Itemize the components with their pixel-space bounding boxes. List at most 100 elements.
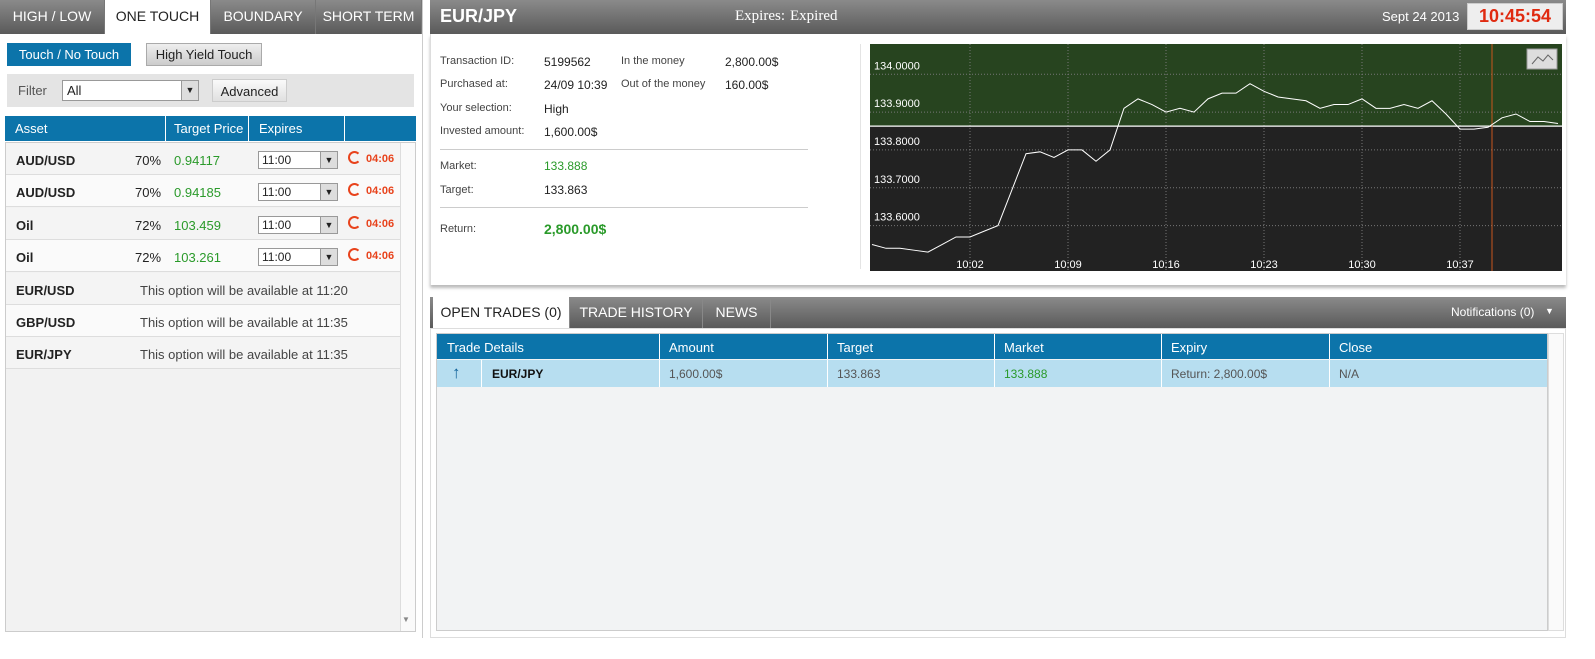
target-price: 103.459 xyxy=(174,217,221,233)
detail-label: Purchased at: xyxy=(440,78,508,90)
asset-header-cell: Asset xyxy=(15,121,48,136)
trades-header-cell: Amount xyxy=(669,340,714,355)
trade-row xyxy=(437,360,1547,387)
x-tick-label: 10:37 xyxy=(1446,259,1474,271)
select-arrow: ▼ xyxy=(320,152,337,168)
x-tick-label: 10:16 xyxy=(1152,259,1180,271)
dropdown-arrow: ▼ xyxy=(1545,306,1554,316)
filter-label: Filter xyxy=(18,83,47,98)
asset-name: EUR/USD xyxy=(16,282,75,298)
product-tab[interactable]: ONE TOUCH xyxy=(105,0,211,34)
header-divider xyxy=(248,116,249,141)
x-tick-label: 10:09 xyxy=(1054,259,1082,271)
trade-cell: Return: 2,800.00$ xyxy=(1171,367,1268,381)
payout: 70% xyxy=(135,185,162,201)
scrollbar xyxy=(1548,333,1564,631)
expiry-select[interactable]: 11:00 xyxy=(258,248,338,267)
trade-cell: EUR/JPY xyxy=(492,367,544,381)
chart-icon xyxy=(1531,54,1554,65)
availability-note: This option will be available at 11:35 xyxy=(140,315,348,330)
x-tick-label: 10:23 xyxy=(1250,259,1278,271)
select-arrow: ▼ xyxy=(320,249,337,266)
clock: 10:45:54 xyxy=(1467,3,1563,30)
trades-header-cell: Trade Details xyxy=(447,340,524,355)
header-divider xyxy=(827,334,828,359)
vertical-divider xyxy=(860,44,861,269)
left-panel xyxy=(0,0,423,638)
return-value: 2,800.00$ xyxy=(544,221,607,237)
target-price: 103.261 xyxy=(174,250,221,266)
bottom-tab[interactable]: NEWS xyxy=(703,297,771,328)
trades-header-cell: Expiry xyxy=(1171,340,1208,355)
direction-arrow: ↑ xyxy=(452,363,461,382)
trades-header xyxy=(437,334,1547,359)
scrollbar xyxy=(400,143,415,631)
select-arrow: ▼ xyxy=(181,81,198,100)
x-tick-label: 10:02 xyxy=(956,259,984,271)
header-divider xyxy=(994,334,995,359)
notifications[interactable]: Notifications (0) xyxy=(1451,305,1535,319)
expiry-select[interactable]: 11:00 xyxy=(258,215,338,234)
cell-divider xyxy=(1329,360,1330,387)
detail-value: 1,600.00$ xyxy=(544,125,598,139)
asset-row xyxy=(6,337,400,370)
detail-label: Transaction ID: xyxy=(440,55,515,67)
bottom-tab[interactable]: TRADE HISTORY xyxy=(570,297,703,328)
trade-cell: 133.888 xyxy=(1004,367,1048,381)
countdown: 04:06 xyxy=(366,250,395,263)
option-tab[interactable]: High Yield Touch xyxy=(146,43,262,66)
price-line xyxy=(871,83,1559,253)
asset-header xyxy=(5,116,416,141)
payout: 70% xyxy=(135,153,162,168)
trade-cell: 1,600.00$ xyxy=(669,367,723,381)
trade-date: Sept 24 2013 xyxy=(1382,9,1460,24)
header-divider xyxy=(1329,334,1330,359)
product-tab[interactable]: HIGH / LOW xyxy=(0,0,105,34)
detail-label: Return: xyxy=(440,223,477,235)
asset-name: Oil xyxy=(16,217,34,233)
expiry-select[interactable]: 11:00 xyxy=(258,183,338,202)
trade-asset: EUR/JPY xyxy=(440,6,518,26)
trades-header-cell: Market xyxy=(1004,340,1044,355)
detail-value: 2,800.00$ xyxy=(725,55,779,69)
y-tick-label: 133.8000 xyxy=(874,136,920,148)
y-tick-label: 133.7000 xyxy=(874,174,920,186)
option-tab[interactable]: Touch / No Touch xyxy=(7,43,131,66)
target-price: 0.94185 xyxy=(174,185,221,201)
header-divider xyxy=(659,334,660,359)
filter-select[interactable]: All xyxy=(62,80,199,101)
bottom-tab-bar xyxy=(430,297,1566,328)
trade-cell: 133.863 xyxy=(837,367,881,381)
countdown: 04:06 xyxy=(366,217,395,230)
expires-label: Expires: xyxy=(735,8,785,24)
detail-value: 24/09 10:39 xyxy=(544,78,608,92)
detail-label: In the money xyxy=(621,55,685,67)
trades-header-cell: Target xyxy=(837,340,874,355)
scroll-arrow: ▼ xyxy=(402,615,410,624)
product-tab[interactable]: SHORT TERM xyxy=(316,0,422,34)
expiry-select[interactable]: 11:00 xyxy=(258,151,338,169)
trades-header-cell: Close xyxy=(1339,340,1373,355)
detail-label: Your selection: xyxy=(440,102,512,114)
clock-icon xyxy=(348,215,361,229)
cell-divider xyxy=(659,360,660,387)
availability-note: This option will be available at 11:20 xyxy=(140,282,348,298)
clock-icon xyxy=(348,151,361,164)
asset-name: AUD/USD xyxy=(16,153,76,168)
target-price: 0.94117 xyxy=(174,153,221,168)
asset-row xyxy=(6,272,400,305)
separator xyxy=(440,207,808,208)
product-tab[interactable]: BOUNDARY xyxy=(211,0,316,34)
select-arrow: ▼ xyxy=(320,216,337,233)
bottom-tab[interactable]: OPEN TRADES (0) xyxy=(433,297,570,328)
countdown: 04:06 xyxy=(366,185,395,198)
header-divider xyxy=(344,116,345,141)
countdown: 04:06 xyxy=(366,153,395,165)
advanced-button[interactable]: Advanced xyxy=(212,79,287,102)
chart-type-button[interactable] xyxy=(1526,48,1558,70)
cell-divider xyxy=(1161,360,1162,387)
detail-label: Invested amount: xyxy=(440,125,525,137)
detail-label: Target: xyxy=(440,184,474,196)
price-chart: 133.6000 133.7000 133.8000 133.9000 134.0000… xyxy=(870,44,1562,271)
y-tick-label: 133.9000 xyxy=(874,98,920,110)
